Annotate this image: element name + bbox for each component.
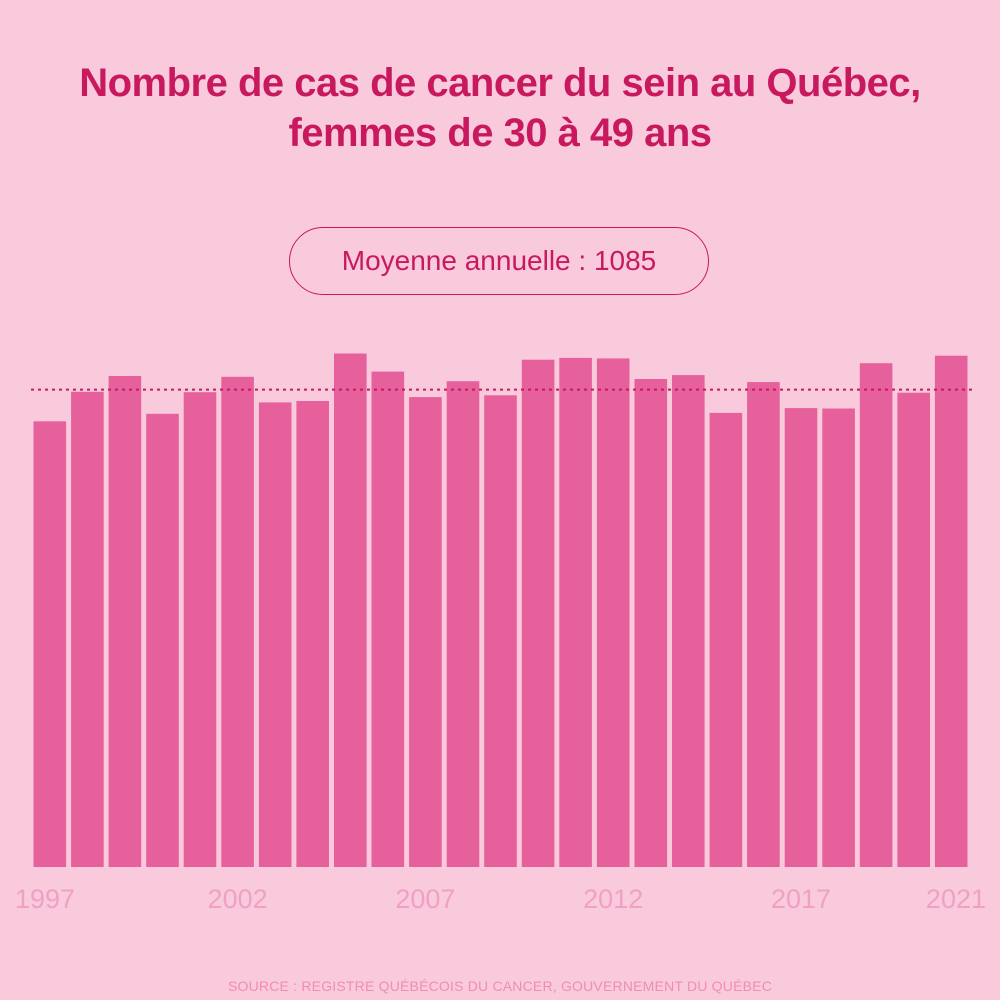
bar-1997 [33, 421, 67, 867]
bar-2001 [183, 392, 217, 867]
x-tick-1997: 1997 [15, 884, 75, 914]
x-tick-2002: 2002 [208, 884, 268, 914]
bar-2003 [258, 402, 292, 867]
bar-2006 [371, 371, 405, 867]
source-note: SOURCE : REGISTRE QUÉBÉCOIS DU CANCER, G… [227, 978, 772, 994]
bar-2004 [296, 401, 329, 867]
average-label: Moyenne annuelle : 1085 [341, 245, 657, 276]
x-tick-2021: 2021 [926, 884, 986, 914]
x-tick-2012: 2012 [583, 884, 643, 914]
bar-2013 [634, 379, 668, 867]
bars-group [33, 353, 968, 867]
x-tick-labels: 1997 2002 2007 2012 2017 2021 [15, 884, 986, 914]
bar-2015 [709, 412, 743, 867]
bar-2014 [672, 375, 705, 867]
bar-2012 [596, 358, 630, 867]
bar-1998 [71, 391, 104, 867]
bar-2011 [559, 357, 592, 867]
bar-1999 [108, 376, 142, 867]
x-tick-2017: 2017 [771, 884, 831, 914]
bar-2021 [934, 355, 968, 867]
chart-title-line-2: femmes de 30 à 49 ans [288, 111, 712, 155]
bar-2000 [146, 413, 179, 867]
x-tick-2007: 2007 [395, 884, 455, 914]
chart-title: Nombre de cas de cancer du sein au Québe… [0, 58, 1000, 158]
average-badge: Moyenne annuelle : 1085 [289, 227, 709, 295]
bar-2009 [484, 395, 517, 867]
bar-2002 [221, 376, 254, 867]
bar-2018 [822, 408, 855, 867]
bar-2008 [446, 381, 480, 867]
bar-2010 [521, 359, 555, 867]
bar-2017 [784, 408, 818, 867]
bar-2020 [897, 392, 930, 867]
bar-2019 [859, 363, 893, 867]
bar-2005 [334, 353, 367, 867]
bar-2007 [409, 397, 442, 867]
bar-2016 [747, 382, 780, 867]
chart-title-line-1: Nombre de cas de cancer du sein au Québe… [79, 61, 921, 105]
